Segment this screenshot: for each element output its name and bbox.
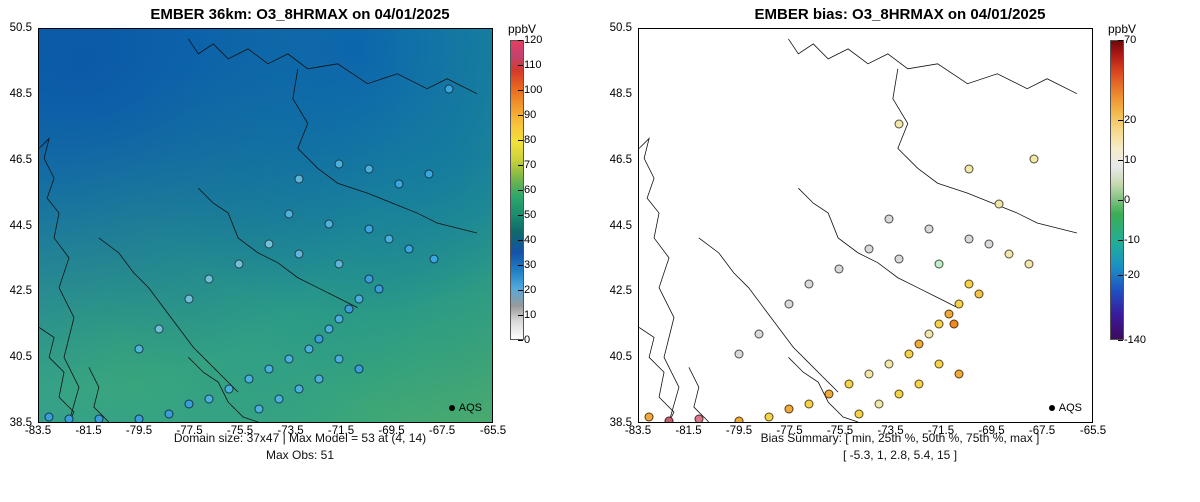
bias-panel: EMBER bias: O3_8HRMAX on 04/01/2025 [600,0,1200,502]
bias-yaxis-labels: 50.5 48.5 46.5 44.5 42.5 40.5 38.5 [600,28,636,423]
bias-legend: AQS [1049,402,1082,414]
bias-panel-title: EMBER bias: O3_8HRMAX on 04/01/2025 [600,6,1200,23]
model-map[interactable]: AQS [38,28,493,423]
model-colorbar[interactable]: ppbV 0 10 20 30 40 50 60 70 80 90 100 11… [508,40,578,370]
model-colorbar-ticks: 0 10 20 30 40 50 60 70 80 90 100 110 120 [524,40,574,340]
model-caption: Domain size: 37x47 | Max Model = 53 at (… [0,430,600,464]
bias-colorbar-ticks: -140 -20 -10 0 10 20 70 [1124,40,1174,340]
model-legend-label: AQS [459,402,482,414]
model-legend: AQS [449,402,482,414]
bias-colorbar-gradient [1110,40,1124,340]
model-yaxis-labels: 50.5 48.5 46.5 44.5 42.5 40.5 38.5 [0,28,36,423]
bias-legend-label: AQS [1059,402,1082,414]
bias-colorbar[interactable]: ppbV -140 -20 -10 0 10 20 70 [1108,40,1178,370]
bias-legend-dot [1049,405,1055,411]
bias-map-boundaries [639,29,1092,422]
model-panel-title: EMBER 36km: O3_8HRMAX on 04/01/2025 [0,6,600,23]
bias-map[interactable]: AQS [638,28,1093,423]
model-legend-dot [449,405,455,411]
model-panel: EMBER 36km: O3_8HRMAX on 04/01/2025 [0,0,600,502]
bias-caption: Bias Summary: [ min, 25th %, 50th %, 75t… [600,430,1200,464]
model-map-boundaries [39,29,492,422]
